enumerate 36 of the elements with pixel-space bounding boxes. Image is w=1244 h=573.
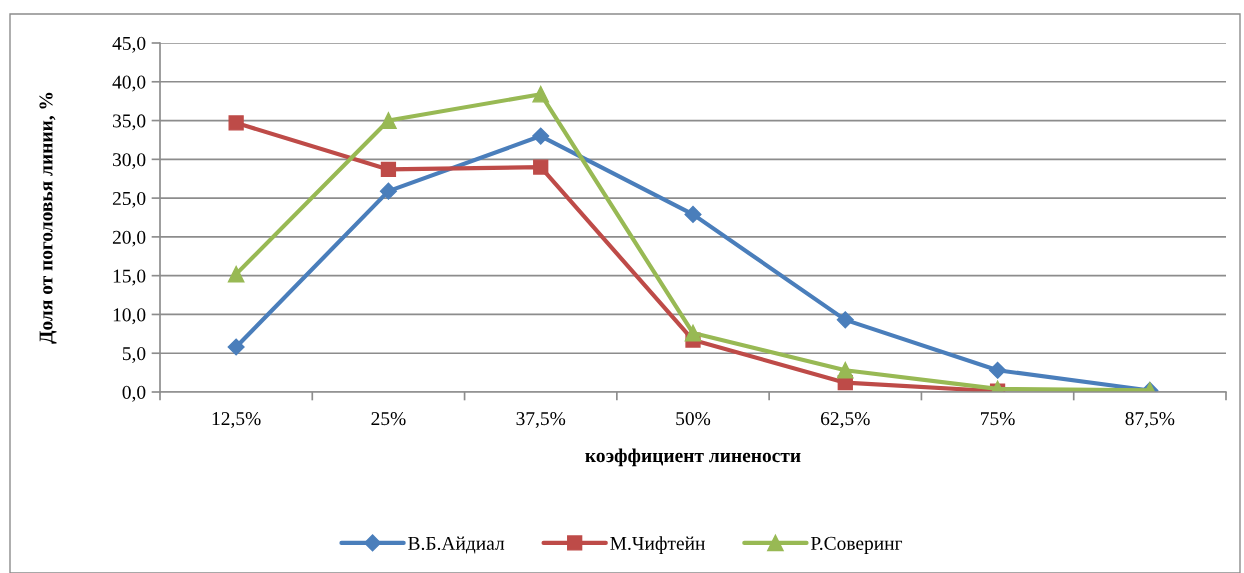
x-tick-label: 62,5% <box>821 412 870 428</box>
point <box>836 311 854 329</box>
legend-label: Р.Соверинг <box>810 536 903 554</box>
x-axis-title: коэффициент линености <box>585 448 801 467</box>
y-tick-label: 35,0 <box>113 114 146 131</box>
x-tick-label: 25% <box>371 412 406 426</box>
y-tick-label: 20,0 <box>112 230 146 247</box>
x-tick-label: 37,5% <box>516 412 566 428</box>
x-tick-label: 75% <box>981 412 1015 426</box>
y-tick-label: 40,0 <box>112 75 146 92</box>
y-tick-label: 25,0 <box>112 191 146 208</box>
y-tick-label: 10,0 <box>113 308 146 325</box>
y-tick-label: 5,0 <box>122 347 146 363</box>
y-tick-label: 45,0 <box>112 36 146 53</box>
point <box>228 115 244 131</box>
point <box>532 127 550 145</box>
legend-label: М.Чифтейн <box>610 536 705 554</box>
point <box>227 338 245 356</box>
point <box>684 205 702 223</box>
point <box>227 265 245 283</box>
point <box>684 324 702 342</box>
x-tick-label: 12,5% <box>212 412 261 428</box>
y-tick-label: 30,0 <box>113 153 146 170</box>
point <box>380 161 397 178</box>
point <box>533 159 549 175</box>
point <box>532 85 550 103</box>
point <box>989 361 1007 379</box>
x-tick-label: 87,5% <box>1125 412 1175 428</box>
y-axis-title: Доля от поголовья линии, % <box>39 92 57 344</box>
x-tick-label: 50% <box>676 412 711 426</box>
point <box>379 182 397 200</box>
point <box>836 361 854 379</box>
y-tick-label: 15,0 <box>113 269 146 286</box>
point <box>380 112 397 129</box>
legend-label: В.Б.Айдиал <box>408 536 505 554</box>
y-tick-label: 0,0 <box>122 385 146 402</box>
